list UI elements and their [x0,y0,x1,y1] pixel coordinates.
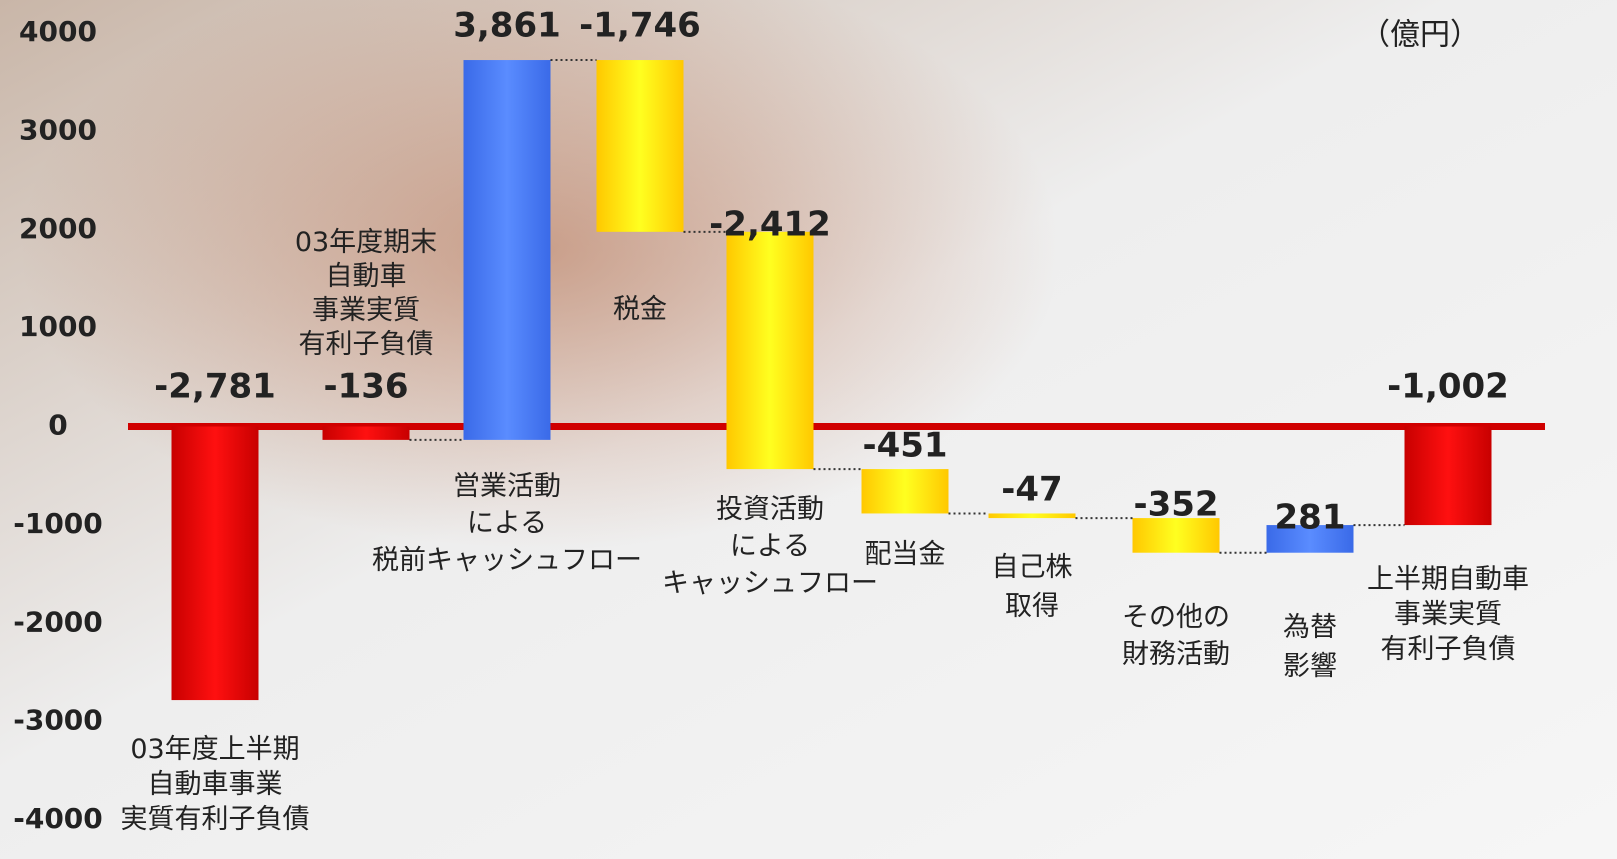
category-line: による [467,508,547,539]
category-line: 取得 [1005,591,1059,622]
y-tick-label: 0 [48,409,67,442]
category-line: 自動車事業 [148,769,283,800]
y-tick-label: 4000 [19,15,97,48]
category-label: 03年度上半期自動車事業実質有利子負債 [121,734,310,835]
bar [861,469,949,514]
category-line: 配当金 [865,539,946,570]
value-label: -1,746 [579,6,701,46]
category-label: 為替影響 [1283,612,1337,682]
category-line: 税前キャッシュフロー [372,545,642,576]
value-label: -451 [862,426,947,466]
y-tick-label: -1000 [13,507,103,540]
y-tick-label: -2000 [13,605,103,638]
category-line: 事業実質 [1394,599,1502,630]
bar [322,426,410,440]
value-label: -1,002 [1387,367,1509,407]
bar [596,60,684,232]
category-line: 影響 [1283,651,1337,682]
value-label: 3,861 [453,6,561,46]
bar [1132,518,1220,553]
category-line: 上半期自動車 [1367,564,1529,595]
category-line: 自己株 [992,552,1073,583]
category-label: 投資活動によるキャッシュフロー [662,494,878,599]
value-label: -2,412 [709,205,831,245]
category-line: 実質有利子負債 [121,804,310,835]
value-label: -47 [1001,470,1062,510]
value-label: -2,781 [154,367,276,407]
category-line: による [730,531,810,562]
bar [463,60,551,440]
category-label: 自己株取得 [992,552,1073,622]
value-label: -352 [1133,485,1218,525]
category-line: 営業活動 [453,471,561,502]
category-line: 03年度期末 [295,227,437,258]
category-line: 財務活動 [1122,639,1230,670]
bar [171,426,259,701]
category-line: 自動車 [326,261,407,292]
category-line: 03年度上半期 [130,734,299,765]
y-tick-label: 3000 [19,113,97,146]
category-line: キャッシュフロー [662,568,878,599]
unit-label: （億円） [1360,18,1480,53]
category-label: 営業活動による税前キャッシュフロー [372,471,642,576]
category-label: 税金 [613,294,667,325]
category-label: 上半期自動車事業実質有利子負債 [1367,564,1529,665]
category-line: 税金 [613,294,667,325]
category-label: 配当金 [865,539,946,570]
category-line: 事業実質 [312,295,420,326]
value-label: -136 [323,367,408,407]
y-tick-label: -3000 [13,704,103,737]
category-label: その他の財務活動 [1122,602,1230,670]
bar [726,231,814,470]
category-label: 03年度期末自動車事業実質有利子負債 [295,227,437,360]
category-line: その他の [1122,602,1230,633]
y-tick-label: -4000 [13,802,103,835]
value-label: 281 [1275,498,1346,538]
y-tick-label: 2000 [19,212,97,245]
category-line: 有利子負債 [1381,634,1516,665]
bar [1266,525,1354,553]
bar [1404,426,1492,526]
category-line: 投資活動 [716,494,824,525]
bar [988,513,1076,519]
y-tick-label: 1000 [19,310,97,343]
category-line: 為替 [1283,612,1337,643]
category-line: 有利子負債 [299,329,434,360]
